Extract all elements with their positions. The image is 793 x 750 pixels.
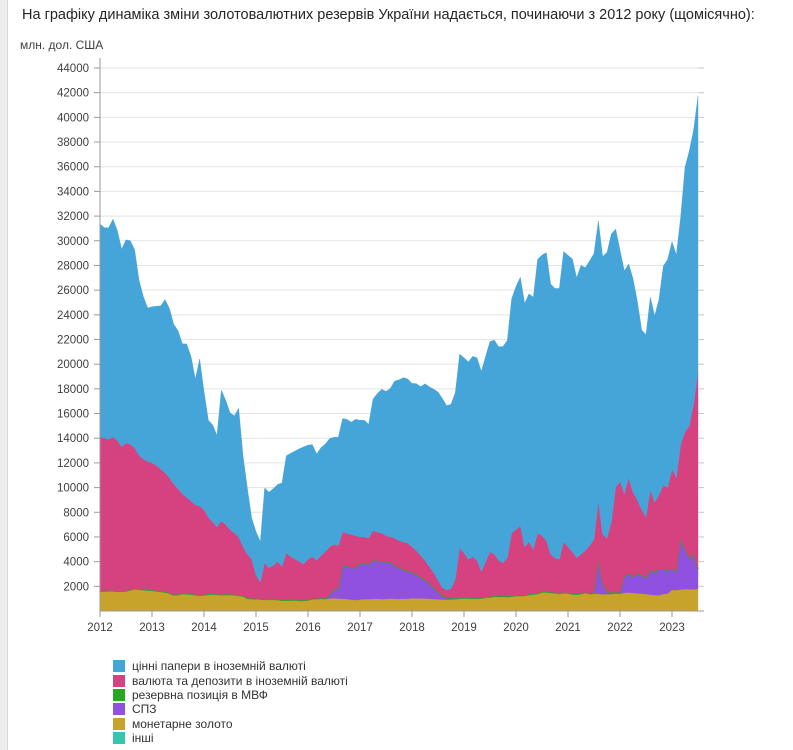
- chart-legend: цінні папери в іноземній валюті валюта т…: [113, 659, 348, 745]
- svg-text:2013: 2013: [139, 622, 165, 634]
- svg-text:2015: 2015: [243, 622, 269, 634]
- svg-text:26000: 26000: [57, 285, 89, 297]
- svg-text:20000: 20000: [57, 359, 89, 371]
- svg-text:2019: 2019: [451, 622, 477, 634]
- legend-label-securities: цінні папери в іноземній валюті: [132, 659, 306, 674]
- page-title: На графіку динаміка зміни золотовалютних…: [22, 7, 755, 23]
- y-axis-unit-label: млн. дол. США: [20, 38, 104, 52]
- legend-swatch-monetary-gold: [113, 717, 125, 730]
- svg-text:24000: 24000: [57, 310, 89, 322]
- svg-text:44000: 44000: [57, 63, 89, 75]
- legend-item-sdr[interactable]: СПЗ: [113, 702, 348, 716]
- svg-text:18000: 18000: [57, 384, 89, 396]
- svg-text:16000: 16000: [57, 409, 89, 421]
- svg-text:14000: 14000: [57, 433, 89, 445]
- legend-swatch-other: [113, 732, 125, 745]
- legend-swatch-imf-position: [113, 688, 125, 701]
- svg-text:38000: 38000: [57, 137, 89, 149]
- legend-swatch-sdr: [113, 703, 125, 716]
- svg-text:8000: 8000: [63, 507, 89, 519]
- legend-label-imf-position: резервна позиція в МВФ: [132, 687, 268, 702]
- legend-item-securities[interactable]: цінні папери в іноземній валюті: [113, 659, 348, 673]
- svg-text:10000: 10000: [57, 483, 89, 495]
- svg-text:2012: 2012: [87, 622, 113, 634]
- svg-text:36000: 36000: [57, 162, 89, 174]
- svg-text:34000: 34000: [57, 186, 89, 198]
- legend-item-currency-deposits[interactable]: валюта та депозити в іноземній валюті: [113, 673, 348, 687]
- svg-text:2023: 2023: [659, 622, 685, 634]
- svg-text:40000: 40000: [57, 112, 89, 124]
- svg-text:2017: 2017: [347, 622, 373, 634]
- legend-item-imf-position[interactable]: резервна позиція в МВФ: [113, 688, 348, 702]
- svg-text:2000: 2000: [63, 581, 89, 593]
- legend-swatch-securities: [113, 660, 125, 673]
- svg-text:22000: 22000: [57, 335, 89, 347]
- svg-text:2016: 2016: [295, 622, 321, 634]
- legend-label-sdr: СПЗ: [132, 702, 157, 717]
- legend-label-monetary-gold: монетарне золото: [132, 716, 233, 731]
- legend-label-currency-deposits: валюта та депозити в іноземній валюті: [132, 673, 348, 688]
- svg-text:2018: 2018: [399, 622, 425, 634]
- legend-item-other[interactable]: інші: [113, 731, 348, 745]
- legend-label-other: інші: [132, 731, 154, 746]
- legend-item-monetary-gold[interactable]: монетарне золото: [113, 717, 348, 731]
- svg-text:6000: 6000: [63, 532, 89, 544]
- legend-swatch-currency-deposits: [113, 674, 125, 687]
- svg-text:32000: 32000: [57, 211, 89, 223]
- svg-text:2022: 2022: [607, 622, 633, 634]
- svg-text:42000: 42000: [57, 88, 89, 100]
- left-gutter: [0, 0, 8, 750]
- svg-text:12000: 12000: [57, 458, 89, 470]
- svg-text:28000: 28000: [57, 260, 89, 272]
- svg-text:2021: 2021: [555, 622, 581, 634]
- svg-text:2014: 2014: [191, 622, 217, 634]
- svg-text:4000: 4000: [63, 557, 89, 569]
- svg-text:2020: 2020: [503, 622, 529, 634]
- reserves-stacked-area-chart: 2000 4000 6000 8000 10000 12000 14000 16000 1800…: [57, 58, 704, 634]
- svg-text:30000: 30000: [57, 236, 89, 248]
